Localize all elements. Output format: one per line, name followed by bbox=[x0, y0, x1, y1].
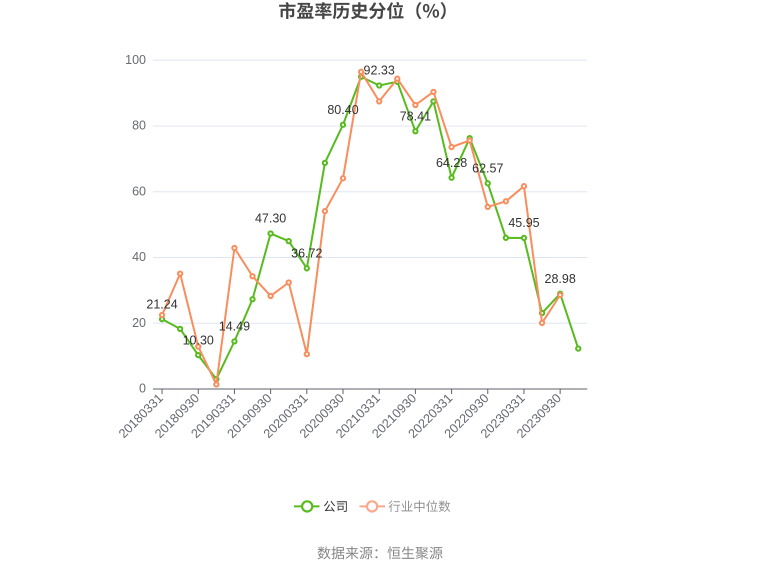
svg-text:62.57: 62.57 bbox=[472, 162, 503, 176]
svg-text:45.95: 45.95 bbox=[508, 216, 539, 230]
svg-text:60: 60 bbox=[132, 184, 146, 198]
svg-text:100: 100 bbox=[125, 53, 146, 67]
svg-text:78.41: 78.41 bbox=[400, 109, 431, 123]
svg-text:14.49: 14.49 bbox=[219, 320, 250, 334]
svg-text:0: 0 bbox=[139, 382, 146, 396]
svg-text:20: 20 bbox=[132, 316, 146, 330]
svg-text:40: 40 bbox=[132, 250, 146, 264]
svg-text:36.72: 36.72 bbox=[291, 247, 322, 261]
svg-text:64.28: 64.28 bbox=[436, 156, 467, 170]
svg-text:47.30: 47.30 bbox=[255, 212, 286, 226]
svg-text:21.24: 21.24 bbox=[146, 297, 177, 311]
svg-text:92.33: 92.33 bbox=[364, 64, 395, 78]
svg-text:10.30: 10.30 bbox=[183, 333, 214, 347]
svg-text:80: 80 bbox=[132, 119, 146, 133]
svg-text:80.40: 80.40 bbox=[327, 103, 358, 117]
svg-text:28.98: 28.98 bbox=[545, 272, 576, 286]
